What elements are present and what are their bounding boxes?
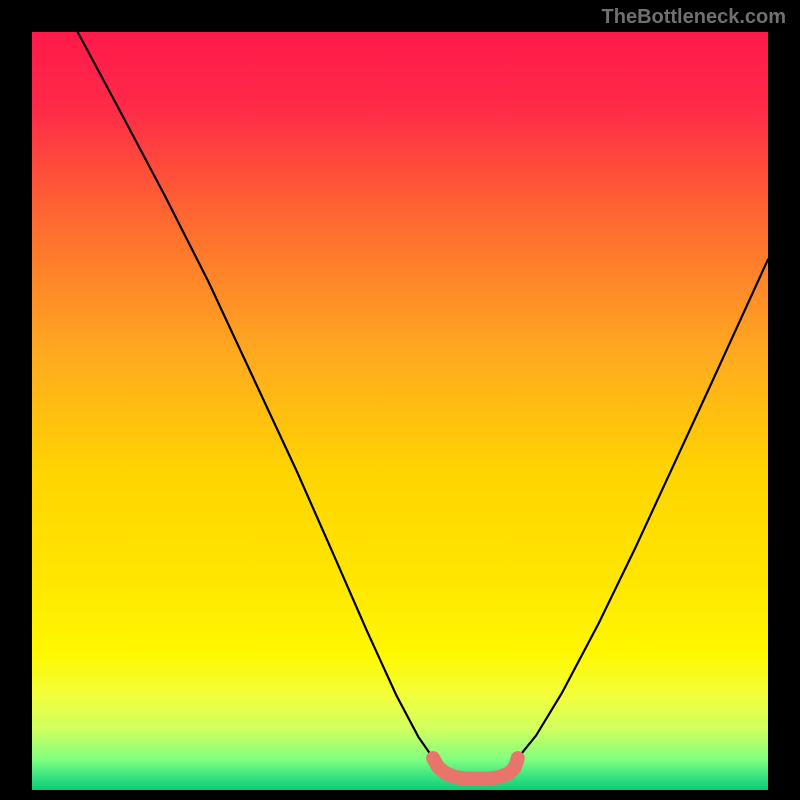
gradient-background bbox=[32, 32, 768, 790]
plot-area bbox=[32, 32, 768, 790]
plot-svg bbox=[32, 32, 768, 790]
chart-container: TheBottleneck.com bbox=[0, 0, 800, 800]
watermark-text: TheBottleneck.com bbox=[602, 6, 786, 29]
